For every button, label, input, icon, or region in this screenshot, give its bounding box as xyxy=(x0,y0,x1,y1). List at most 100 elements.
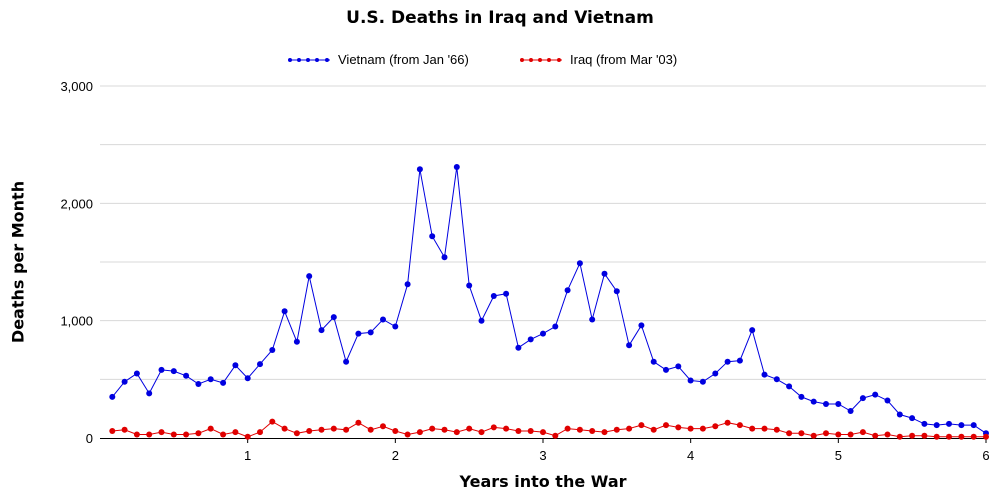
data-point-iraq xyxy=(958,433,965,440)
data-point-iraq xyxy=(810,432,817,439)
data-point-iraq xyxy=(687,425,694,432)
data-point-iraq xyxy=(675,424,682,431)
data-point-iraq xyxy=(823,430,829,437)
data-point-iraq xyxy=(416,429,423,436)
data-point-vietnam xyxy=(515,344,522,351)
data-point-iraq xyxy=(466,425,473,432)
data-point-iraq xyxy=(921,432,928,439)
data-point-vietnam xyxy=(220,379,227,386)
data-point-vietnam xyxy=(392,323,399,330)
data-point-iraq xyxy=(859,429,866,436)
data-point-iraq xyxy=(244,433,251,440)
data-point-iraq xyxy=(158,429,165,436)
data-point-vietnam xyxy=(970,422,977,429)
legend: Vietnam (from Jan '66) Iraq (from Mar '0… xyxy=(0,50,1000,70)
data-point-iraq xyxy=(970,433,977,440)
data-point-vietnam xyxy=(146,390,153,397)
data-point-iraq xyxy=(712,423,719,430)
data-point-vietnam xyxy=(257,361,263,368)
data-point-iraq xyxy=(330,425,337,432)
data-point-iraq xyxy=(392,428,399,434)
x-axis-title: Years into the War xyxy=(459,472,627,491)
data-point-iraq xyxy=(613,426,620,433)
data-point-vietnam xyxy=(552,323,559,330)
data-point-iraq xyxy=(983,433,989,440)
data-point-iraq xyxy=(404,431,411,438)
data-point-iraq xyxy=(170,431,177,438)
data-point-vietnam xyxy=(503,290,510,297)
data-point-iraq xyxy=(343,426,350,433)
data-point-vietnam xyxy=(133,370,140,377)
data-point-iraq xyxy=(146,431,153,438)
data-point-vietnam xyxy=(835,401,842,407)
data-point-vietnam xyxy=(170,368,177,375)
data-point-iraq xyxy=(773,426,780,433)
data-point-iraq xyxy=(576,426,583,433)
data-point-iraq xyxy=(884,431,891,438)
data-point-vietnam xyxy=(712,370,719,377)
data-point-vietnam xyxy=(355,330,362,337)
data-point-vietnam xyxy=(490,293,497,299)
data-point-iraq xyxy=(318,426,325,433)
data-point-vietnam xyxy=(453,164,460,170)
x-tick-label: 5 xyxy=(835,448,842,463)
data-point-vietnam xyxy=(675,363,682,370)
data-point-iraq xyxy=(257,429,263,436)
data-point-vietnam xyxy=(232,362,239,369)
data-point-iraq xyxy=(355,419,362,426)
data-point-vietnam xyxy=(478,317,485,324)
data-point-vietnam xyxy=(564,287,571,294)
data-point-iraq xyxy=(207,425,214,432)
data-point-iraq xyxy=(786,430,793,437)
data-point-iraq xyxy=(835,431,842,438)
data-point-vietnam xyxy=(798,393,805,400)
data-point-vietnam xyxy=(466,282,473,289)
data-point-iraq xyxy=(909,432,916,439)
data-point-vietnam xyxy=(281,308,288,315)
data-point-iraq xyxy=(453,429,460,436)
data-point-vietnam xyxy=(823,401,829,407)
data-point-vietnam xyxy=(183,372,190,379)
x-tick-label: 4 xyxy=(687,448,694,463)
data-point-vietnam xyxy=(195,381,202,387)
y-tick-label: 3,000 xyxy=(60,79,93,94)
legend-swatch-vietnam xyxy=(288,58,330,62)
data-point-vietnam xyxy=(786,383,793,390)
data-point-vietnam xyxy=(244,375,251,382)
data-point-iraq xyxy=(109,428,116,434)
data-point-vietnam xyxy=(884,397,891,404)
y-axis-title: Deaths per Month xyxy=(8,180,28,344)
data-point-iraq xyxy=(872,432,879,439)
data-point-iraq xyxy=(478,429,485,436)
data-point-vietnam xyxy=(626,342,633,349)
y-tick-label: 0 xyxy=(86,431,93,446)
data-point-iraq xyxy=(601,429,608,436)
data-point-iraq xyxy=(490,424,497,431)
chart-title: U.S. Deaths in Iraq and Vietnam xyxy=(346,8,654,28)
data-point-vietnam xyxy=(429,233,436,240)
data-point-iraq xyxy=(306,428,313,434)
data-point-vietnam xyxy=(109,393,116,400)
data-point-iraq xyxy=(527,428,534,434)
data-point-iraq xyxy=(663,422,669,429)
data-point-vietnam xyxy=(293,338,300,345)
data-point-iraq xyxy=(121,426,128,433)
data-point-vietnam xyxy=(318,327,325,334)
data-point-iraq xyxy=(441,426,448,433)
data-point-vietnam xyxy=(441,254,448,261)
data-point-vietnam xyxy=(269,347,276,353)
data-point-iraq xyxy=(552,432,559,439)
legend-label-iraq: Iraq (from Mar '03) xyxy=(570,52,678,67)
data-point-vietnam xyxy=(158,366,165,373)
legend-swatch-iraq xyxy=(520,58,562,62)
x-tick-label: 3 xyxy=(539,448,546,463)
data-point-vietnam xyxy=(613,288,620,295)
data-point-vietnam xyxy=(576,260,583,267)
data-point-vietnam xyxy=(872,391,879,398)
data-point-iraq xyxy=(293,430,300,437)
data-point-iraq xyxy=(798,430,805,437)
data-point-iraq xyxy=(650,426,657,433)
data-point-vietnam xyxy=(921,420,928,427)
data-point-vietnam xyxy=(958,422,965,429)
